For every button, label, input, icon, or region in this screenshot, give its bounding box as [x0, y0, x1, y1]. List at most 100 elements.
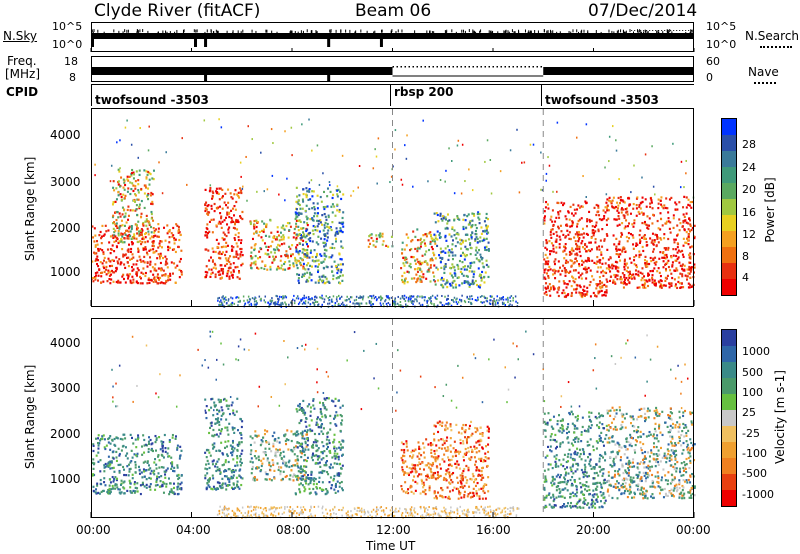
- power-cell: [206, 236, 209, 239]
- power-cell: [402, 262, 405, 265]
- power-cell: [588, 210, 591, 214]
- power-cell: [147, 278, 150, 281]
- power-cell: [122, 255, 125, 258]
- power-cell: [606, 248, 609, 251]
- power-cell: [303, 272, 306, 275]
- power-cell: [298, 194, 301, 197]
- power-cell: [240, 239, 243, 242]
- power-cell: [431, 237, 434, 240]
- power-cell: [228, 260, 231, 264]
- nave-label: Nave: [748, 65, 779, 79]
- power-cell: [151, 240, 154, 244]
- noise-drop: [91, 33, 94, 47]
- power-cell: [132, 281, 135, 284]
- noise-spike: [335, 29, 337, 33]
- power-cell: [233, 193, 236, 196]
- power-cell: [329, 246, 332, 249]
- power-cell: [135, 263, 138, 266]
- power-cell: [687, 282, 690, 285]
- power-cell: [254, 263, 257, 266]
- power-cell: [619, 278, 622, 281]
- power-cell: [583, 232, 586, 235]
- power-cell: [429, 264, 432, 267]
- power-cell: [576, 222, 579, 226]
- power-cell: [123, 263, 126, 266]
- power-cell: [480, 279, 483, 282]
- power-cell: [429, 234, 432, 237]
- power-cell: [306, 228, 309, 231]
- power-cell: [100, 235, 103, 238]
- noise-spike: [360, 29, 362, 33]
- power-cell: [160, 281, 163, 284]
- power-cell: [315, 255, 318, 259]
- power-cell: [119, 263, 122, 266]
- power-cell: [124, 194, 127, 197]
- power-cell: [220, 245, 223, 249]
- power-cell: [126, 190, 129, 193]
- power-cell: [253, 244, 256, 247]
- power-cell: [176, 224, 179, 227]
- power-cell: [691, 226, 694, 230]
- power-cell: [341, 222, 344, 226]
- noise-spike: [530, 31, 532, 35]
- power-cell: [576, 231, 579, 234]
- power-cell: [416, 270, 419, 273]
- power-cell: [114, 235, 117, 238]
- power-cell: [160, 269, 163, 272]
- power-cell: [116, 210, 119, 214]
- power-cell: [299, 220, 302, 224]
- power-cell: [381, 232, 384, 235]
- noise-spike: [455, 31, 457, 35]
- power-cell: [591, 225, 594, 228]
- power-cell: [264, 234, 267, 237]
- power-cell: [156, 235, 159, 238]
- power-cell: [665, 253, 668, 257]
- noise-spike: [330, 29, 332, 33]
- power-cell: [127, 218, 130, 221]
- power-cell: [458, 284, 461, 287]
- power-cell: [238, 270, 241, 273]
- power-cell: [600, 251, 603, 254]
- power-cell: [468, 270, 471, 273]
- power-cell: [309, 271, 312, 275]
- power-cell: [592, 291, 595, 295]
- power-cell: [553, 268, 556, 271]
- power-cell: [428, 232, 431, 235]
- power-cell: [577, 230, 580, 234]
- power-cell: [295, 248, 298, 251]
- cpid-divider-0: [91, 84, 92, 106]
- power-cell: [304, 268, 307, 271]
- power-cell: [327, 215, 330, 219]
- power-cell: [545, 282, 548, 285]
- noise-spike: [217, 30, 219, 34]
- power-cell: [565, 235, 568, 238]
- power-cell: [93, 227, 96, 230]
- power-cell: [221, 272, 224, 275]
- power-cell: [145, 224, 148, 227]
- noise-spike: [390, 30, 392, 34]
- power-cell: [605, 267, 608, 270]
- power-cell: [572, 262, 575, 265]
- power-cell: [421, 241, 424, 244]
- power-cell: [309, 198, 312, 201]
- power-cell: [169, 274, 172, 277]
- power-cell: [559, 224, 562, 227]
- power-cell: [615, 247, 618, 251]
- freq-drop: [327, 67, 331, 81]
- power-cell: [123, 208, 126, 211]
- power-cell: [295, 200, 298, 203]
- power-cell: [127, 214, 130, 217]
- power-cell: [290, 253, 293, 256]
- power-cell: [157, 276, 160, 280]
- nave-dot: [436, 66, 438, 68]
- power-cell: [618, 242, 621, 246]
- power-cell: [177, 225, 180, 229]
- power-cell: [297, 199, 300, 202]
- noise-spike: [611, 30, 613, 34]
- power-cell: [336, 271, 339, 275]
- power-cell: [209, 186, 212, 190]
- power-cell: [440, 217, 443, 221]
- power-cell: [465, 226, 468, 229]
- power-cell: [237, 235, 240, 239]
- power-cell: [297, 211, 300, 214]
